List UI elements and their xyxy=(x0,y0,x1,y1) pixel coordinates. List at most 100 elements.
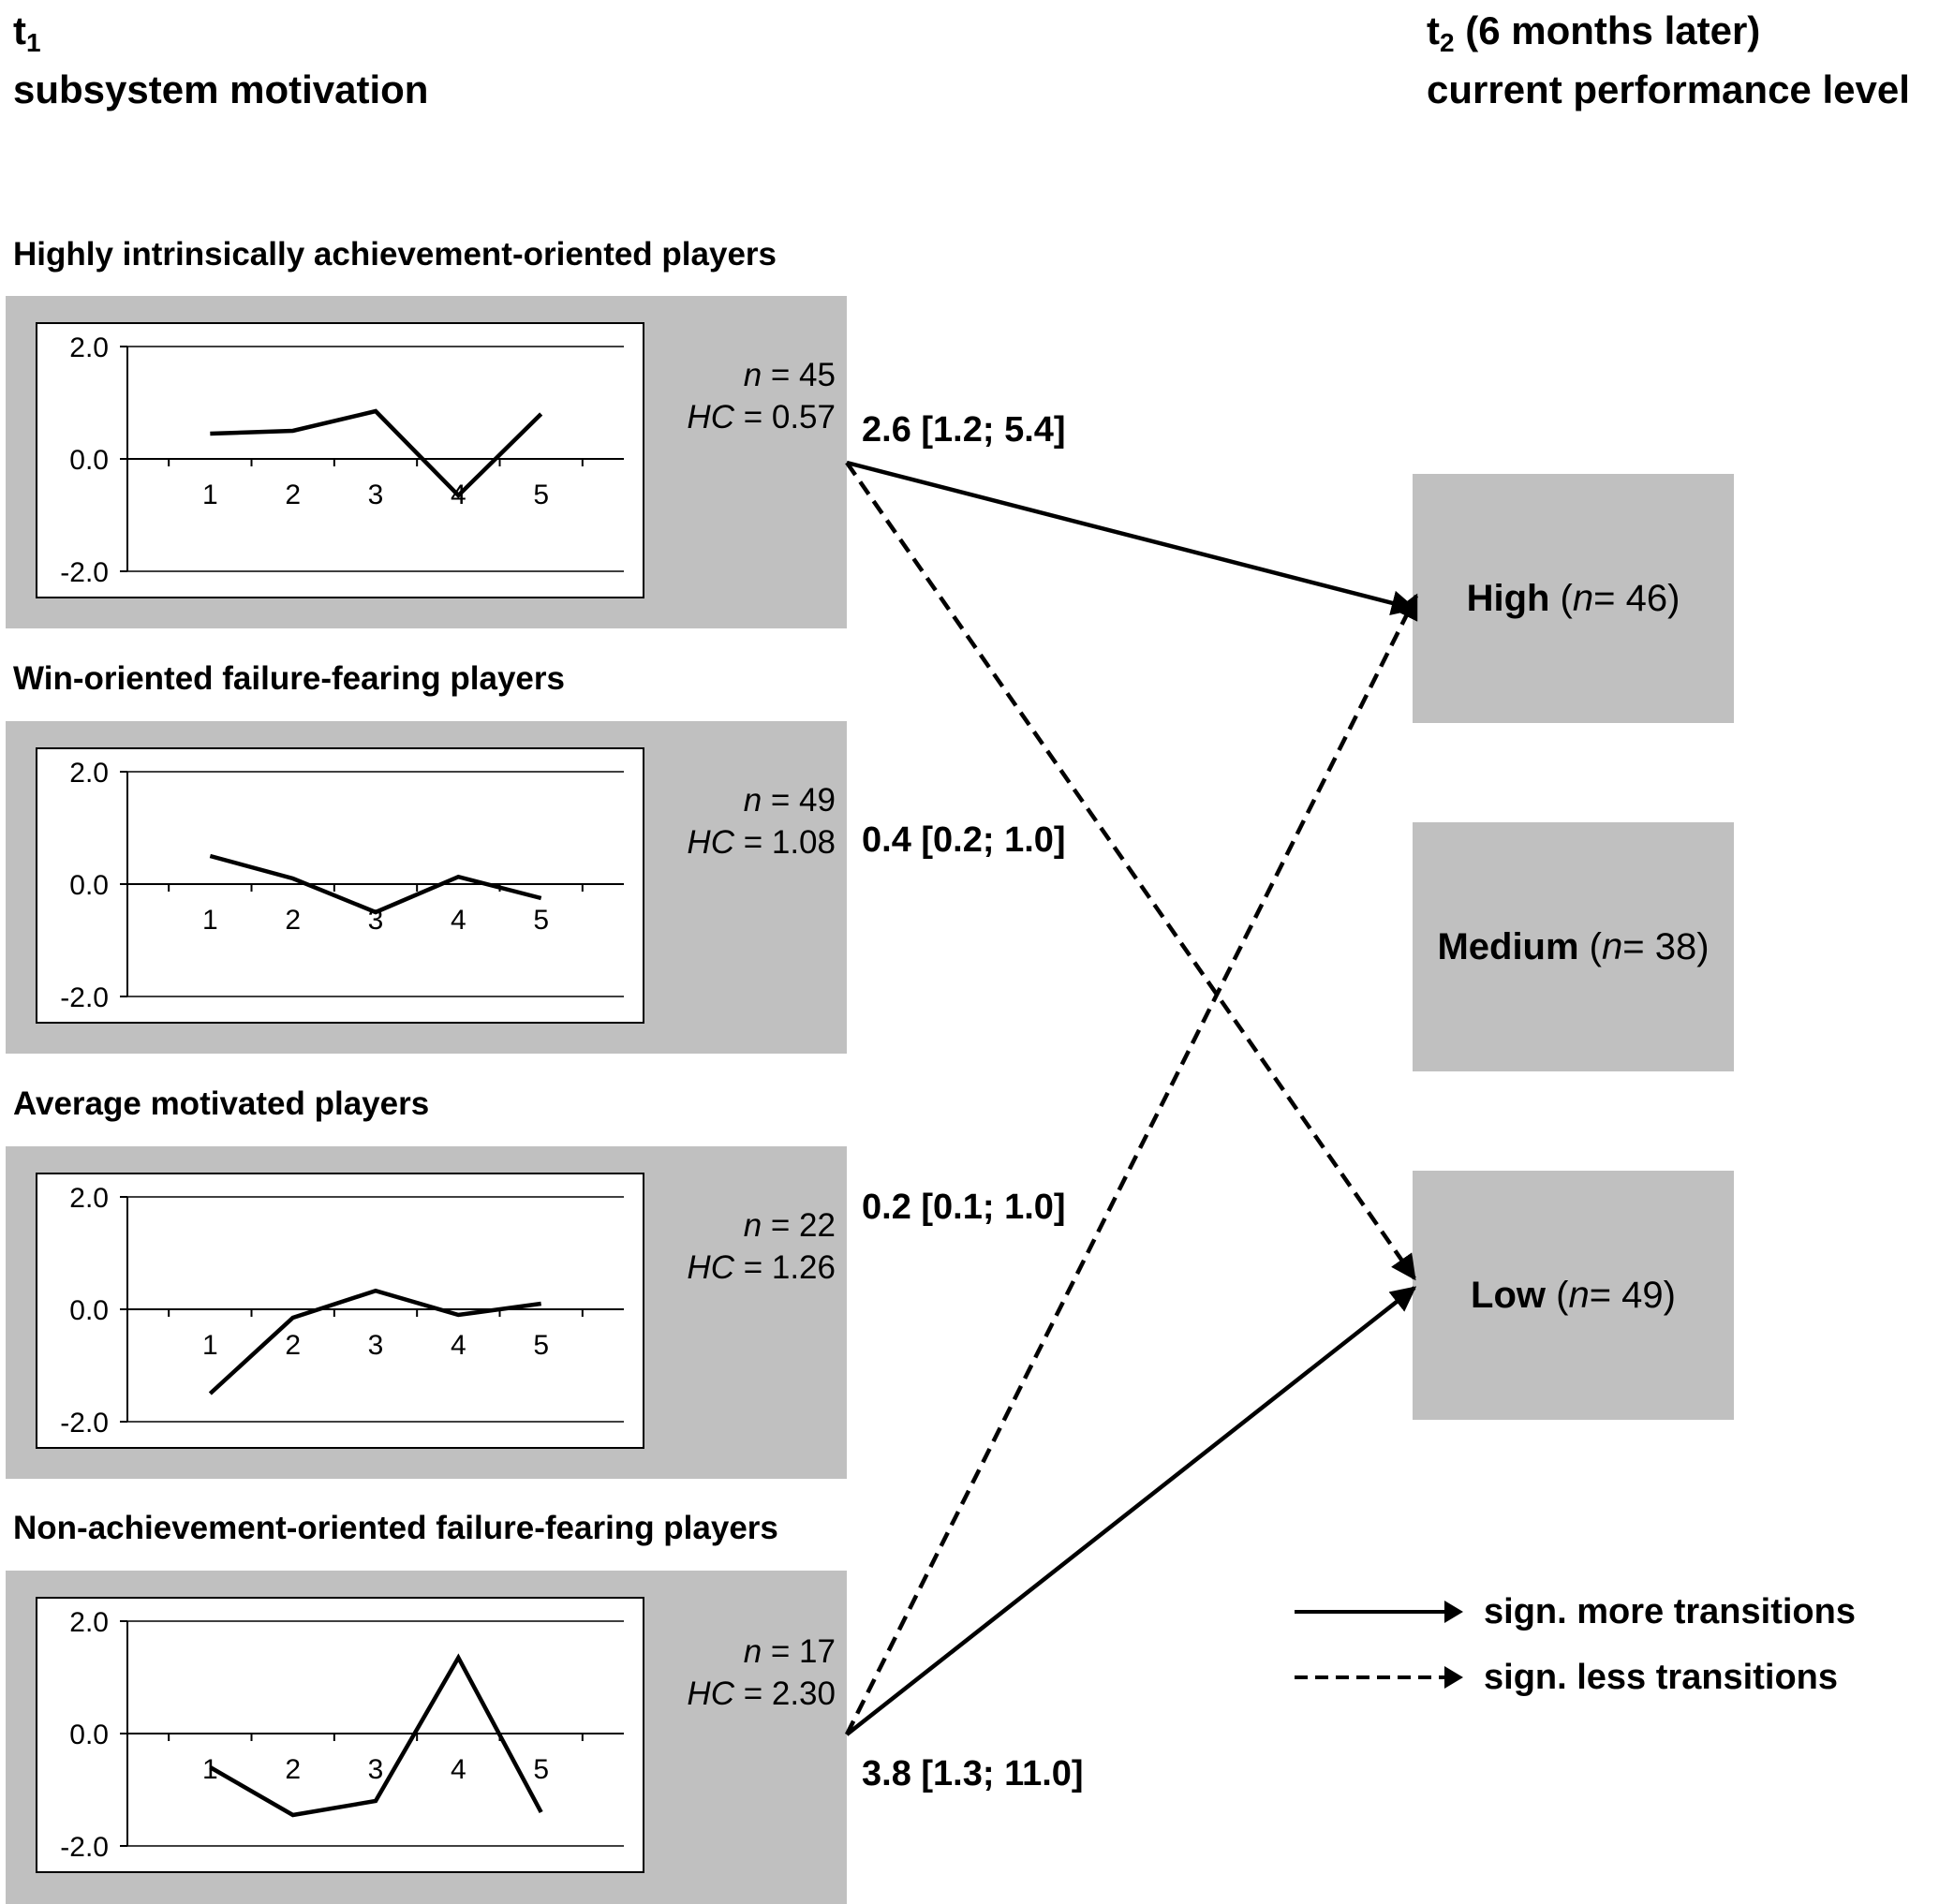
group-panel-2: 2.0 0.0 -2.0 1 2 3 4 5 n = 49 HC = 1.08 xyxy=(6,721,847,1054)
y-tick-label: -2.0 xyxy=(60,1408,109,1439)
x-tick-label: 5 xyxy=(533,1330,549,1361)
n-symbol: n xyxy=(743,357,762,393)
header-t2-timing: (6 months later) xyxy=(1454,8,1761,52)
n-symbol: n xyxy=(743,782,762,819)
n-symbol: n xyxy=(1572,577,1594,619)
profile-chart-svg-3: 2.0 0.0 -2.0 1 2 3 4 5 xyxy=(60,1183,624,1439)
profile-chart-svg-4: 2.00.0-2.01 2 3 4 5 xyxy=(60,1607,624,1863)
y-tick-label: -2.0 xyxy=(60,1832,109,1863)
profile-chart-1: 2.0 0.0 -2.0 1 2 3 4 5 xyxy=(36,322,644,598)
outcome-box-low: Low (n = 49) xyxy=(1413,1171,1734,1420)
header-t2-subscript: 2 xyxy=(1440,28,1455,57)
transition-arrow-3 xyxy=(844,593,1419,1736)
hc-symbol: HC xyxy=(687,399,734,435)
group-stats-4: n = 17 HC = 2.30 xyxy=(687,1631,836,1715)
profile-chart-svg-1: 2.00.0-2.01 2 3 4 5 xyxy=(60,332,624,588)
hc-symbol: HC xyxy=(687,1675,734,1712)
header-t2-symbol: t xyxy=(1427,8,1440,52)
outcome-label: Medium xyxy=(1437,925,1579,967)
profile-line xyxy=(209,853,542,915)
y-tick-label: -2.0 xyxy=(60,982,109,1013)
x-tick-label: 3 xyxy=(368,480,384,510)
y-tick-label: 0.0 xyxy=(69,1720,109,1750)
outcome-label: High xyxy=(1466,577,1550,619)
transition-arrow-2 xyxy=(845,461,1416,1281)
x-tick-label: 3 xyxy=(368,1330,384,1361)
profile-line xyxy=(209,1653,543,1818)
hc-symbol: HC xyxy=(687,824,734,861)
profile-line xyxy=(208,1288,541,1395)
legend-dashed-label: sign. less transitions xyxy=(1484,1657,1838,1697)
profile-chart-svg-2: 2.00.0-2.01 2 3 4 5 xyxy=(60,758,624,1013)
y-tick-label: 2.0 xyxy=(69,1183,109,1214)
n-value: = 22 xyxy=(762,1207,836,1244)
hc-value: = 2.30 xyxy=(733,1675,836,1712)
group-stats-2: n = 49 HC = 1.08 xyxy=(687,779,836,863)
x-tick-label: 4 xyxy=(451,905,466,936)
n-symbol: n xyxy=(1568,1274,1590,1316)
group-stats-3: n = 22 HC = 1.26 xyxy=(687,1204,836,1289)
group-title-2: Win-oriented failure-fearing players xyxy=(13,660,565,697)
n-symbol: n xyxy=(743,1207,762,1244)
n-value: = 45 xyxy=(762,357,836,393)
legend-solid-arrow xyxy=(1295,1601,1463,1623)
transition-arrow-4 xyxy=(845,1286,1417,1736)
n-value: = 38) xyxy=(1622,925,1710,967)
n-value: = 49) xyxy=(1589,1274,1676,1316)
x-tick-label: 2 xyxy=(285,1330,301,1361)
header-t2: t2 (6 months later) current performance … xyxy=(1427,7,1910,113)
y-tick-label: 2.0 xyxy=(69,758,109,789)
profile-chart-4: 2.0 0.0 -2.0 1 2 3 4 5 xyxy=(36,1597,644,1873)
odds-ratio-4: 3.8 [1.3; 11.0] xyxy=(862,1754,1084,1793)
group-panel-3: 2.0 0.0 -2.0 1 2 3 4 5 n = 22 HC = 1.26 xyxy=(6,1146,847,1479)
n-value: = 17 xyxy=(762,1633,836,1670)
hc-value: = 0.57 xyxy=(733,399,836,435)
legend-solid: sign. more transitions xyxy=(1295,1588,1856,1635)
legend-solid-label: sign. more transitions xyxy=(1484,1591,1856,1631)
y-tick-label: 2.0 xyxy=(69,1607,109,1638)
header-t2-caption: current performance level xyxy=(1427,67,1910,111)
x-tick-label: 4 xyxy=(451,1330,466,1361)
group-stats-1: n = 45 HC = 0.57 xyxy=(687,354,836,438)
n-symbol: n xyxy=(743,1633,762,1670)
group-title-3: Average motivated players xyxy=(13,1085,430,1122)
odds-ratio-2: 0.4 [0.2; 1.0] xyxy=(862,820,1066,860)
x-tick-label: 5 xyxy=(533,1754,549,1785)
legend-dashed: sign. less transitions xyxy=(1295,1654,1838,1701)
y-tick-label: 0.0 xyxy=(69,870,109,901)
outcome-label: Low xyxy=(1471,1274,1546,1316)
y-tick-label: 0.0 xyxy=(69,445,109,476)
outcome-box-high: High (n = 46) xyxy=(1413,474,1734,723)
x-tick-label: 1 xyxy=(202,905,218,936)
profile-line xyxy=(210,408,543,499)
odds-ratio-3: 0.2 [0.1; 1.0] xyxy=(862,1188,1066,1227)
x-tick-label: 2 xyxy=(285,905,301,936)
header-t1-symbol: t xyxy=(13,8,26,52)
x-tick-label: 1 xyxy=(202,480,218,510)
transition-arrow-1 xyxy=(846,460,1417,616)
x-tick-label: 5 xyxy=(533,480,549,510)
x-tick-label: 4 xyxy=(451,1754,466,1785)
header-t1: t1 subsystem motivation xyxy=(13,7,428,113)
legend-dashed-arrow xyxy=(1295,1666,1463,1689)
hc-symbol: HC xyxy=(687,1249,734,1286)
group-title-1: Highly intrinsically achievement-oriente… xyxy=(13,236,777,273)
y-tick-label: -2.0 xyxy=(60,557,109,588)
profile-chart-3: 2.0 0.0 -2.0 1 2 3 4 5 xyxy=(36,1173,644,1449)
outcome-box-medium: Medium (n = 38) xyxy=(1413,822,1734,1071)
profile-chart-2: 2.0 0.0 -2.0 1 2 3 4 5 xyxy=(36,747,644,1024)
group-panel-4: 2.0 0.0 -2.0 1 2 3 4 5 n = 17 HC = 2.30 xyxy=(6,1571,847,1904)
x-tick-label: 1 xyxy=(202,1330,218,1361)
header-t1-caption: subsystem motivation xyxy=(13,67,429,111)
group-panel-1: 2.0 0.0 -2.0 1 2 3 4 5 n = 45 HC = 0.57 xyxy=(6,296,847,628)
odds-ratio-1: 2.6 [1.2; 5.4] xyxy=(862,410,1066,450)
n-value: = 46) xyxy=(1593,577,1680,619)
group-title-4: Non-achievement-oriented failure-fearing… xyxy=(13,1510,778,1546)
x-tick-label: 3 xyxy=(368,1754,384,1785)
y-tick-label: 2.0 xyxy=(69,332,109,363)
x-tick-label: 5 xyxy=(533,905,549,936)
hc-value: = 1.26 xyxy=(733,1249,836,1286)
hc-value: = 1.08 xyxy=(733,824,836,861)
x-tick-label: 2 xyxy=(285,480,301,510)
